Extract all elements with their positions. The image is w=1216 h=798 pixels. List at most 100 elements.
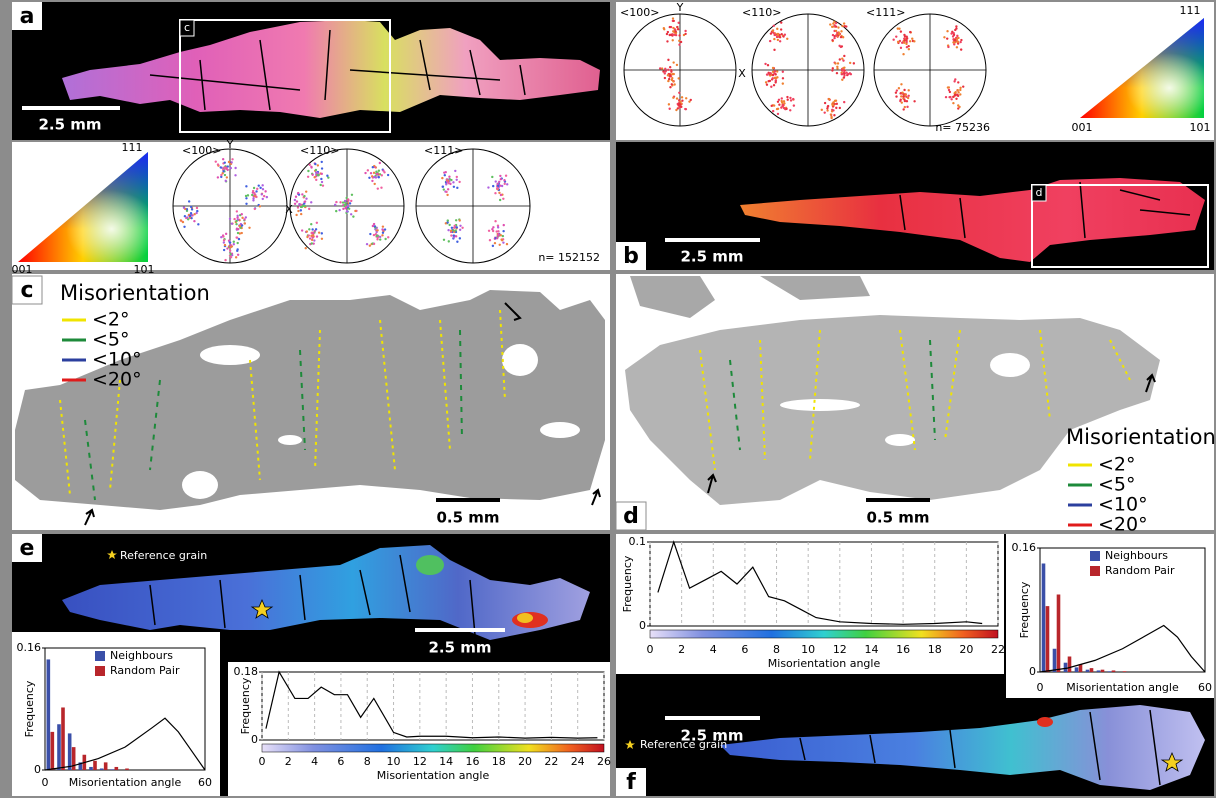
pole-point	[293, 198, 297, 202]
pole-point	[235, 236, 238, 239]
pole-point	[308, 237, 312, 240]
pole-point	[835, 71, 839, 75]
bar	[1041, 563, 1046, 672]
pole-point	[834, 34, 838, 37]
pole-point	[491, 244, 495, 248]
pole-point	[678, 39, 681, 43]
pole-point	[769, 32, 773, 35]
pole-point	[671, 76, 674, 80]
pole-point	[773, 70, 777, 73]
x-tick-label: 14	[864, 643, 878, 656]
legend-title: Misorientation	[60, 281, 210, 305]
pole-point	[499, 178, 503, 181]
pole-point	[317, 231, 321, 234]
ipf-label: 101	[134, 263, 155, 276]
pole-point	[491, 175, 494, 179]
pole-point	[315, 235, 319, 238]
pole-point	[295, 213, 298, 217]
bar	[50, 731, 55, 770]
pole-point	[499, 174, 502, 178]
legend-label: Neighbours	[1105, 549, 1168, 562]
legend-label: <10°	[1098, 494, 1148, 516]
pole-point	[235, 227, 239, 230]
pole-point	[666, 74, 670, 77]
inset-frame	[179, 19, 391, 133]
pole-point	[454, 229, 457, 232]
pole-point	[498, 198, 502, 202]
pole-point	[780, 32, 783, 36]
pole-point	[786, 95, 789, 99]
pole-point	[313, 239, 316, 242]
x-tick-label: 6	[741, 643, 748, 656]
chart-background	[616, 534, 1004, 674]
pole-point	[452, 185, 456, 188]
pole-point	[831, 38, 834, 42]
pole-point	[243, 218, 246, 221]
pole-point	[311, 228, 314, 231]
pole-point	[676, 107, 680, 110]
pole-point	[899, 92, 902, 95]
pole-point	[305, 230, 309, 233]
pole-point	[685, 97, 688, 100]
pole-point	[341, 201, 345, 204]
legend-swatch	[95, 651, 105, 661]
pole-point	[841, 24, 844, 28]
pole-point	[905, 42, 908, 46]
ipf-label: 101	[1190, 121, 1211, 134]
legend-label: <5°	[92, 329, 130, 351]
scale-bar-label: 2.5 mm	[38, 116, 101, 134]
pole-point	[229, 166, 233, 170]
pole-point	[900, 83, 903, 86]
pole-point	[310, 238, 314, 242]
pole-point	[675, 97, 679, 100]
pole-point	[673, 28, 677, 31]
pole-point	[823, 101, 827, 105]
bar	[1107, 671, 1112, 672]
pole-point	[680, 96, 684, 99]
pole-point	[223, 173, 227, 177]
pole-point	[769, 72, 772, 75]
pole-point	[898, 27, 901, 30]
pole-point	[216, 163, 220, 166]
pole-point	[781, 77, 785, 80]
pole-point	[949, 95, 952, 99]
pole-point	[368, 176, 371, 179]
pole-point	[827, 97, 831, 101]
pole-point	[312, 232, 315, 235]
pole-point	[833, 24, 836, 27]
pole-point	[224, 179, 227, 183]
pole-point	[382, 169, 385, 172]
pole-point	[223, 243, 227, 247]
pole-point	[832, 22, 835, 25]
pole-point	[347, 198, 350, 201]
y-tick-label: 0.1	[629, 535, 647, 548]
pole-point	[786, 98, 789, 101]
pole-point	[959, 88, 962, 92]
pole-point	[258, 205, 262, 208]
pole-point	[303, 202, 306, 205]
pole-point	[229, 253, 232, 256]
pole-point	[446, 219, 449, 222]
pole-point	[442, 188, 445, 191]
pole-point	[307, 169, 310, 173]
x-axis-label: Misorientation angle	[377, 769, 490, 782]
pole-point	[195, 211, 198, 215]
pole-point	[675, 63, 679, 67]
pole-point	[255, 190, 258, 193]
pole-point	[252, 197, 255, 200]
pole-point	[781, 82, 785, 85]
pole-point	[369, 232, 372, 236]
pole-point	[953, 38, 957, 42]
pole-point	[820, 108, 823, 112]
bar	[89, 766, 93, 770]
pole-point	[776, 112, 780, 116]
pole-point	[371, 179, 374, 183]
pole-point	[459, 224, 462, 228]
pole-point	[344, 205, 348, 209]
profile-line	[657, 540, 983, 625]
pole-point	[261, 188, 265, 191]
pole-point	[957, 104, 960, 107]
pole-point	[452, 226, 456, 229]
reference-star	[250, 598, 274, 619]
pole-point	[236, 253, 240, 256]
